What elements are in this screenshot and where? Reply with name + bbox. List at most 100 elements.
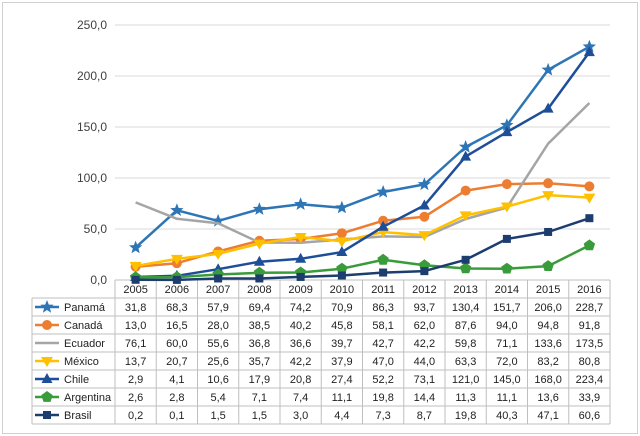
data-label: 94,8: [537, 320, 558, 332]
data-label: 63,3: [455, 356, 476, 368]
data-point: [253, 255, 265, 266]
data-label: 19,8: [455, 410, 476, 422]
data-point: [376, 185, 390, 198]
series-name: Brasil: [64, 410, 92, 422]
data-point: [336, 228, 347, 239]
data-label: 35,7: [249, 356, 270, 368]
year-label: 2007: [206, 284, 230, 296]
data-label: 37,9: [331, 356, 352, 368]
data-label: 44,0: [414, 356, 435, 368]
data-point: [544, 227, 553, 236]
series-name: Ecuador: [64, 338, 105, 350]
data-label: 11,3: [455, 392, 476, 404]
data-point: [500, 118, 514, 131]
series-4: [130, 46, 595, 282]
y-axis-ticks: 0,0 50,0 100,0 150,0 200,0 250,0: [77, 18, 107, 287]
year-label: 2012: [412, 284, 436, 296]
data-label: 7,3: [375, 410, 390, 422]
data-point: [418, 199, 430, 210]
data-label: 4,1: [169, 374, 184, 386]
data-point: [501, 126, 513, 137]
data-label: 60,6: [579, 410, 600, 422]
data-label: 71,1: [496, 338, 517, 350]
data-point: [131, 275, 140, 284]
y-tick-label: 0,0: [90, 273, 107, 287]
data-label: 121,0: [452, 374, 480, 386]
data-point: [170, 203, 184, 216]
data-point: [543, 178, 554, 189]
data-label: 80,8: [579, 356, 600, 368]
year-label: 2010: [330, 284, 354, 296]
table-row: Brasil 0,2 0,1 1,5 1,5 3,0 4,4 7,3 8,7 19,8 40,3 47…: [35, 410, 600, 422]
series-line: [135, 193, 590, 268]
data-point: [41, 357, 53, 367]
data-label: 86,3: [372, 302, 393, 314]
data-label: 68,3: [166, 302, 187, 314]
data-point: [582, 39, 596, 53]
y-tick-label: 150,0: [77, 120, 107, 134]
data-label: 42,7: [372, 338, 393, 350]
data-label: 31,8: [125, 302, 146, 314]
year-label: 2008: [247, 284, 271, 296]
data-label: 47,1: [537, 410, 558, 422]
data-point: [459, 211, 472, 222]
year-label: 2005: [123, 284, 147, 296]
data-label: 13,6: [537, 392, 558, 404]
data-label: 42,2: [414, 338, 435, 350]
data-point: [377, 220, 389, 231]
table-row: México 13,7 20,7 25,6 35,7 42,2 37,9 47,0 44,0 63…: [35, 356, 600, 368]
year-label: 2009: [288, 284, 312, 296]
data-point: [211, 213, 225, 227]
data-label: 20,8: [290, 374, 311, 386]
data-label: 11,1: [497, 392, 518, 404]
table-row: Argentina 2,6 2,8 5,4 7,1 7,4 11,1 19,8 14,4 11,3…: [35, 391, 600, 404]
data-point: [585, 214, 594, 223]
data-label: 10,6: [207, 374, 228, 386]
data-label: 40,2: [290, 320, 311, 332]
data-label: 11,1: [332, 392, 353, 404]
data-label: 151,7: [493, 302, 521, 314]
data-label: 16,5: [166, 320, 187, 332]
series-line: [135, 217, 590, 282]
series-name: Panamá: [64, 302, 106, 314]
data-point: [335, 200, 349, 214]
data-point: [583, 239, 596, 251]
data-point: [255, 274, 264, 283]
data-point: [41, 391, 53, 402]
series-name: Chile: [64, 374, 89, 386]
table-row: Ecuador 76,1 60,0 55,6 36,8 36,6 39,7 42,7 42,2 5…: [35, 338, 603, 350]
data-point: [253, 239, 266, 250]
data-label: 145,0: [493, 374, 521, 386]
gridlines: [115, 24, 610, 230]
data-label: 25,6: [207, 356, 228, 368]
data-label: 33,9: [579, 392, 600, 404]
data-label: 28,0: [207, 320, 228, 332]
data-label: 168,0: [534, 374, 562, 386]
data-label: 47,0: [372, 356, 393, 368]
data-label: 38,5: [249, 320, 270, 332]
data-label: 173,5: [576, 338, 604, 350]
data-point: [377, 253, 389, 265]
data-point: [43, 411, 51, 419]
data-point: [170, 254, 183, 265]
series-line: [135, 244, 590, 279]
year-label: 2016: [577, 284, 601, 296]
data-point: [379, 268, 388, 277]
data-point: [459, 262, 472, 274]
data-point: [500, 202, 513, 213]
data-point: [502, 234, 511, 243]
data-label: 2,6: [128, 392, 143, 404]
data-point: [42, 320, 52, 330]
data-label: 133,6: [534, 338, 562, 350]
data-label: 93,7: [414, 302, 435, 314]
data-point: [172, 275, 181, 284]
y-tick-label: 250,0: [77, 18, 107, 32]
series-0: [129, 39, 596, 254]
data-label: 17,9: [249, 374, 270, 386]
data-point: [41, 373, 53, 383]
data-point: [541, 62, 555, 76]
data-label: 76,1: [125, 338, 146, 350]
series-name: Canadá: [64, 320, 103, 332]
